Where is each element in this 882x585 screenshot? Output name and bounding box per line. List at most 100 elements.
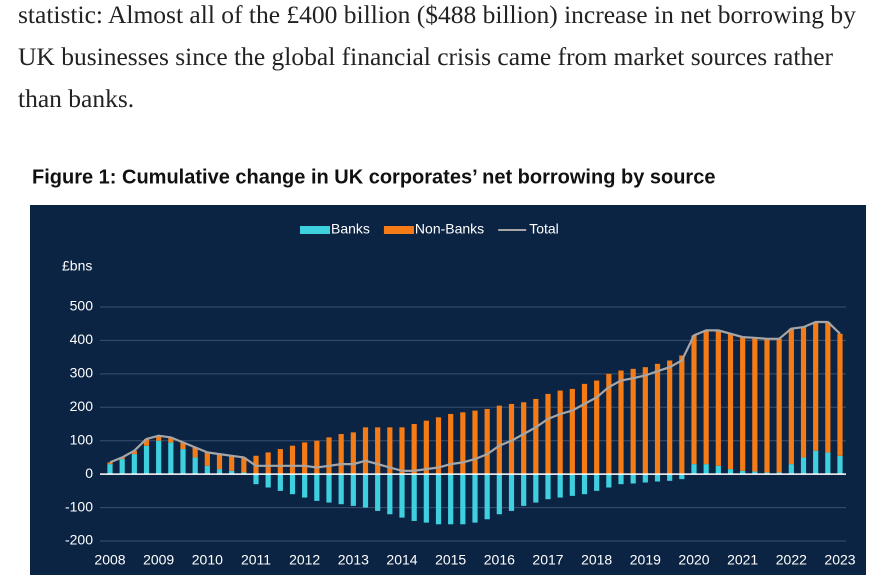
bar	[642, 474, 648, 483]
legend-label: Banks	[331, 221, 370, 237]
bar	[460, 474, 466, 525]
x-tick-label: 2022	[776, 552, 807, 568]
bar	[472, 474, 478, 523]
bar	[752, 471, 758, 475]
y-tick-label: 100	[70, 431, 94, 447]
bar	[569, 474, 575, 496]
bar	[533, 398, 539, 475]
bar	[107, 462, 113, 465]
bar	[411, 424, 417, 475]
bar	[180, 442, 186, 450]
x-tick-label: 2018	[581, 552, 612, 568]
bar	[277, 449, 283, 475]
bar	[289, 474, 296, 495]
bar	[131, 450, 137, 455]
bar	[618, 370, 624, 475]
bar	[508, 474, 515, 511]
bar	[143, 439, 150, 446]
bar	[825, 322, 831, 453]
bar	[703, 464, 709, 475]
bar	[740, 470, 746, 475]
article-text: statistic: Almost all of the £400 billio…	[18, 0, 856, 113]
bar	[800, 327, 807, 458]
bar	[764, 338, 770, 473]
bar	[581, 474, 588, 495]
bar	[472, 410, 478, 475]
x-tick-label: 2020	[678, 552, 709, 568]
bar	[837, 333, 843, 456]
bar	[545, 474, 551, 500]
bar	[740, 337, 746, 471]
bar	[654, 474, 661, 482]
bar	[350, 432, 356, 475]
bar	[496, 405, 502, 475]
bar	[630, 474, 636, 484]
bar	[423, 420, 429, 475]
bar	[484, 408, 490, 475]
bar	[618, 474, 624, 485]
bar	[691, 335, 697, 465]
bar	[496, 474, 502, 515]
bar	[606, 373, 612, 475]
bar	[776, 472, 782, 475]
legend-swatch	[300, 226, 330, 234]
bar	[411, 474, 417, 521]
bar	[216, 454, 223, 470]
bar	[265, 452, 271, 475]
bar	[825, 452, 831, 475]
bar	[630, 368, 636, 475]
bar	[557, 390, 563, 475]
bar	[180, 449, 186, 475]
x-tick-label: 2015	[435, 552, 466, 568]
bar	[204, 452, 210, 466]
bar	[691, 464, 697, 475]
bar	[581, 383, 588, 475]
bar	[727, 333, 734, 470]
bar	[204, 465, 210, 475]
x-tick-label: 2017	[532, 552, 563, 568]
bar	[667, 360, 673, 475]
bar	[448, 413, 454, 475]
bar	[545, 393, 551, 475]
bar	[314, 474, 320, 501]
y-tick-label: 300	[70, 365, 94, 381]
bar	[229, 470, 235, 475]
x-tick-label: 2011	[241, 552, 271, 568]
bar	[667, 474, 673, 481]
bar	[168, 437, 174, 443]
y-tick-label: -200	[65, 532, 93, 548]
x-tick-label: 2016	[484, 552, 515, 568]
bar	[229, 455, 235, 471]
bar	[156, 435, 162, 441]
bar	[168, 442, 174, 475]
bar	[253, 474, 259, 485]
bar	[715, 330, 721, 466]
bar	[314, 440, 320, 475]
bar	[399, 474, 405, 518]
bar	[813, 450, 819, 475]
bar	[703, 330, 709, 465]
bar	[399, 427, 405, 475]
bar	[606, 474, 612, 488]
bar	[654, 363, 661, 475]
bar	[119, 459, 125, 475]
y-tick-label: 400	[70, 331, 94, 347]
x-tick-label: 2021	[727, 552, 758, 568]
bar	[642, 367, 648, 475]
bar	[508, 403, 515, 475]
bar	[484, 474, 490, 520]
bar	[521, 402, 527, 475]
bar	[715, 465, 721, 475]
bar	[594, 474, 600, 491]
bar	[338, 474, 344, 505]
bar	[423, 474, 429, 523]
chart-title: Figure 1: Cumulative change in UK corpor…	[32, 166, 715, 188]
line	[109, 320, 841, 472]
bar	[156, 440, 162, 475]
legend-swatch	[383, 226, 414, 234]
y-tick-label: 0	[85, 465, 93, 481]
legend-label: Total	[529, 221, 559, 237]
bar	[289, 445, 296, 475]
y-axis-label: £bns	[62, 258, 92, 274]
